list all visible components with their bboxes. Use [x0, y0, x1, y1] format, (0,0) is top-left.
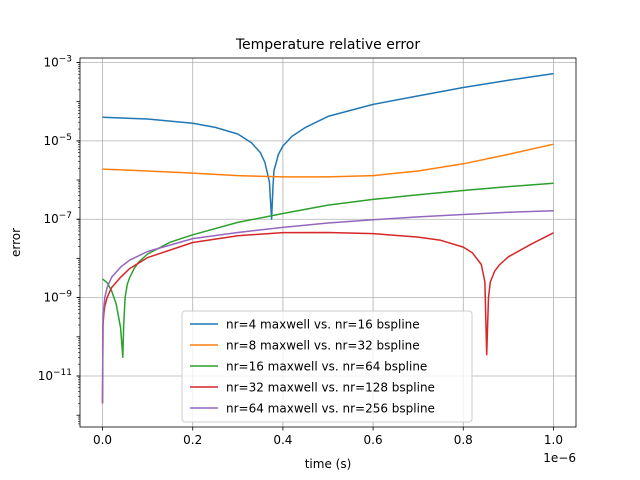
series-line-3 [102, 182, 554, 359]
x-tick-label: 1.0 [544, 433, 563, 447]
series-line-1 [102, 72, 554, 220]
x-tick-label: 0.2 [183, 433, 202, 447]
legend: nr=4 maxwell vs. nr=16 bspline nr=8 maxwe… [181, 310, 473, 423]
y-tick-base: 10 [43, 212, 58, 226]
y-tick-label: 10−7 [43, 211, 72, 226]
y-tick-base: 10 [43, 55, 58, 69]
y-tick-exponent: −3 [59, 54, 72, 64]
legend-label: nr=4 maxwell vs. nr=16 bspline [226, 318, 420, 332]
x-axis-title: time (s) [305, 457, 352, 471]
y-tick-base: 10 [43, 134, 58, 148]
y-tick-exponent: −11 [53, 368, 72, 378]
x-offset-label: 1e−6 [543, 451, 576, 465]
x-tick-label: 0.0 [93, 433, 112, 447]
y-axis-title: error [9, 228, 23, 257]
x-tick-label: 0.6 [364, 433, 383, 447]
series-layer [101, 72, 554, 404]
y-tick-base: 10 [43, 291, 58, 305]
y-tick-label: 10−5 [43, 133, 72, 148]
legend-label: nr=64 maxwell vs. nr=256 bspline [226, 402, 435, 416]
series-line-2 [102, 143, 554, 178]
x-tick-label: 0.4 [273, 433, 292, 447]
y-tick-base: 10 [38, 369, 53, 383]
series-line-4 [101, 231, 554, 404]
x-tick-label: 0.8 [454, 433, 473, 447]
grid-layer [80, 58, 576, 427]
y-tick-label: 10−3 [43, 54, 72, 69]
y-tick-exponent: −5 [59, 133, 72, 143]
series-line-5 [101, 209, 554, 404]
y-tick-label: 10−9 [43, 290, 72, 305]
legend-label: nr=16 maxwell vs. nr=64 bspline [226, 360, 427, 374]
legend-label: nr=8 maxwell vs. nr=32 bspline [226, 339, 420, 353]
y-tick-exponent: −9 [59, 290, 73, 300]
chart-title: Temperature relative error [235, 37, 421, 53]
y-tick-exponent: −7 [59, 211, 72, 221]
y-tick-label: 10−11 [38, 368, 72, 383]
legend-box [181, 310, 473, 423]
plot-frame [79, 57, 577, 428]
legend-label: nr=32 maxwell vs. nr=128 bspline [226, 381, 435, 395]
